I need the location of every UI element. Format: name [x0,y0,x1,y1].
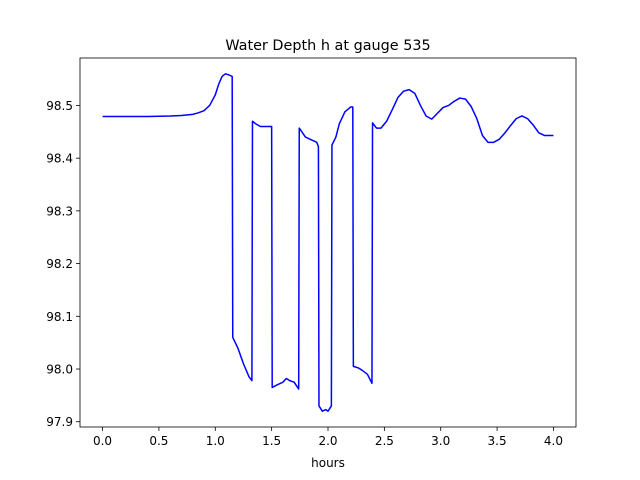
x-tick-label: 3.0 [431,434,450,448]
x-tick-label: 3.5 [488,434,507,448]
x-tick-label: 1.5 [262,434,281,448]
x-tick-label: 2.5 [375,434,394,448]
y-tick-label: 98.4 [46,152,73,166]
y-tick-label: 98.5 [46,99,73,113]
x-tick-label: 4.0 [544,434,563,448]
y-tick-label: 98.3 [46,204,73,218]
series-line-0 [102,73,554,412]
x-tick-label: 1.0 [206,434,225,448]
x-tick-label: 0.0 [93,434,112,448]
plot-area [102,73,554,412]
x-tick-label: 2.0 [318,434,337,448]
y-tick-label: 97.9 [46,415,73,429]
y-tick-label: 98.1 [46,310,73,324]
x-axis-label: hours [311,456,345,470]
axes-frame [79,57,577,428]
chart-title: Water Depth h at gauge 535 [225,38,430,54]
x-tick-label: 0.5 [149,434,168,448]
axis-ticks: 0.0 0.5 1.0 1.5 2.0 2.5 3.0 3.5 4.0 97.9 98.0 98.1 9… [46,99,563,448]
y-tick-label: 98.0 [46,363,73,377]
y-tick-label: 98.2 [46,257,73,271]
